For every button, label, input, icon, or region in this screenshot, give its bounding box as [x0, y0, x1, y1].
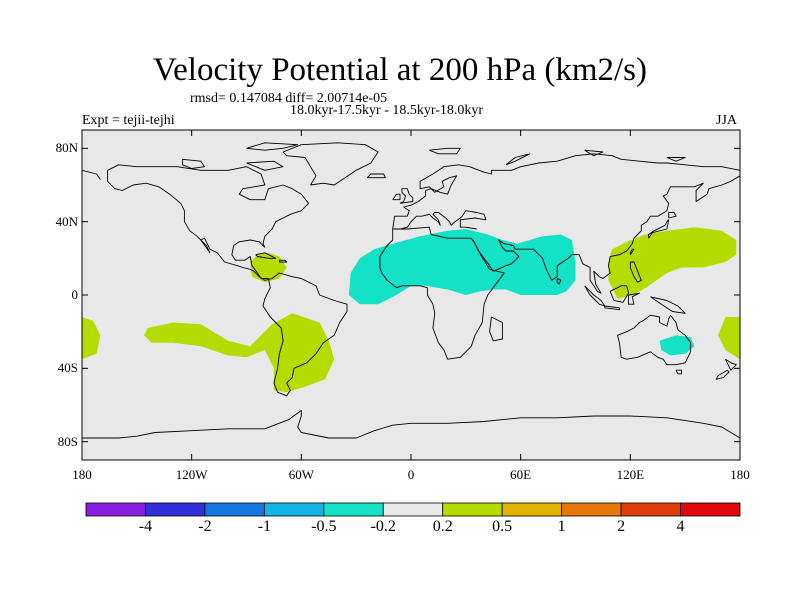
coastline-25 — [255, 252, 277, 259]
colorbar-label: 2 — [617, 518, 626, 535]
y-tick-label: 40S — [57, 360, 78, 376]
coastline-9 — [366, 173, 386, 179]
colorbar-label: -0.2 — [370, 518, 396, 535]
x-tick-label: 120E — [616, 467, 645, 482]
region-positive-east-date-line-south — [82, 317, 101, 360]
coastline-30 — [429, 147, 461, 155]
coastline-14 — [489, 316, 503, 342]
experiment-label: Expt = tejii-tejhi — [82, 113, 175, 128]
coastline-31 — [505, 153, 531, 166]
coastline-4 — [82, 169, 101, 180]
coastline-33 — [666, 157, 686, 162]
season-label: JJA — [716, 113, 738, 128]
x-tick-label: 120W — [175, 467, 208, 482]
y-tick-label: 80S — [57, 433, 78, 449]
contour-regions — [82, 227, 740, 393]
y-tick-label: 0 — [71, 287, 79, 302]
x-tick-label: 180 — [730, 467, 750, 482]
coastline-17 — [609, 285, 629, 303]
colorbar-label: 0.5 — [492, 518, 513, 535]
coastline-34 — [82, 410, 740, 439]
x-tick-label: 60W — [288, 467, 314, 482]
x-tick-label: 180 — [72, 467, 92, 482]
period-subtitle: 18.0kyr-17.5kyr - 18.5kyr-18.0kyr — [290, 103, 484, 118]
colorbar-label: 4 — [676, 518, 685, 535]
coastline-29 — [246, 160, 284, 171]
colorbar — [85, 502, 741, 517]
coastline-2 — [379, 226, 505, 360]
coastline-13 — [715, 369, 730, 380]
colorbar-box — [145, 502, 206, 517]
colorbar-label: -0.5 — [311, 518, 337, 535]
colorbar-box — [620, 502, 681, 517]
x-tick-marks — [81, 130, 741, 460]
coastline-6 — [399, 210, 487, 230]
x-tick-label: 60E — [510, 467, 532, 482]
region-positive-south-pacific-america — [144, 313, 335, 393]
colorbar-box — [501, 502, 563, 517]
coastline-7 — [399, 188, 414, 204]
x-tick-label: 0 — [407, 467, 415, 482]
coastline-32 — [584, 149, 604, 157]
coastline-18 — [628, 292, 640, 305]
colorbar-box — [442, 502, 503, 517]
colorbar-box — [323, 502, 384, 517]
colorbar-box — [382, 502, 444, 517]
coastline-3 — [392, 153, 740, 230]
coastline-8 — [392, 193, 401, 201]
plot-background — [82, 130, 740, 460]
coastline-22 — [668, 212, 677, 219]
colorbar-label: 0.2 — [432, 518, 453, 535]
coastline-5 — [472, 175, 740, 294]
coastline-23 — [629, 248, 635, 255]
colorbar-label: -4 — [138, 518, 153, 535]
colorbar-label: 1 — [557, 518, 566, 535]
y-tick-label: 80N — [55, 140, 78, 156]
coastline-0 — [107, 164, 348, 397]
stats-subtitle: rmsd= 0.147084 diff= 2.00714e-05 — [190, 91, 388, 106]
colorbar-box — [680, 502, 741, 517]
region-negative-australia — [659, 335, 695, 356]
coastlines — [82, 142, 740, 439]
coastline-11 — [675, 369, 682, 375]
coastline-26 — [278, 259, 288, 263]
colorbar-box — [85, 502, 146, 517]
coastline-27 — [182, 158, 205, 169]
colorbar-label: -2 — [198, 518, 212, 535]
coastline-20 — [629, 261, 642, 283]
coastline-12 — [724, 358, 737, 371]
colorbar-box — [561, 502, 622, 517]
chart-title: Velocity Potential at 200 hPa (km2/s) — [152, 52, 648, 88]
y-tick-marks — [82, 147, 740, 443]
colorbar-box — [263, 502, 325, 517]
y-tick-label: 40N — [55, 213, 78, 229]
coastline-28 — [246, 142, 299, 151]
coastline-19 — [650, 296, 686, 314]
coastline-16 — [604, 305, 620, 311]
colorbar-box — [204, 502, 265, 517]
colorbar-label: -1 — [257, 518, 272, 535]
coastline-1 — [282, 142, 379, 186]
coastline-21 — [648, 219, 670, 239]
coastline-24 — [556, 278, 562, 285]
region-positive-west-date-line-south — [718, 317, 740, 360]
coastline-10 — [617, 314, 692, 366]
